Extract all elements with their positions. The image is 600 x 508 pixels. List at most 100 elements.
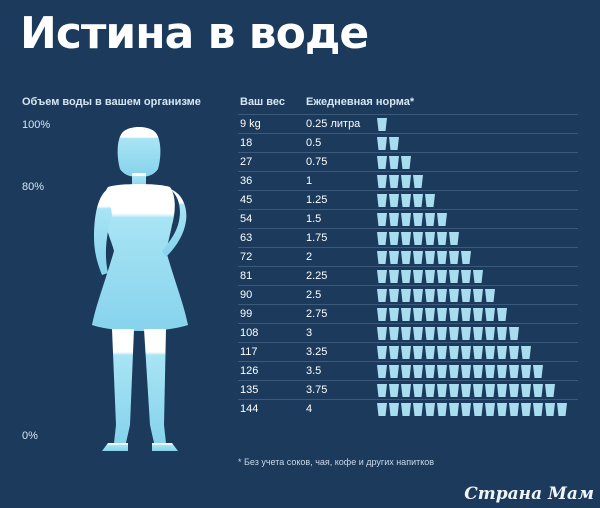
glass-icon	[413, 213, 423, 226]
glass-icon	[425, 365, 435, 378]
glass-icon	[461, 327, 471, 340]
glass-icon	[401, 270, 411, 283]
glass-icon	[389, 384, 399, 397]
glass-icon	[473, 346, 483, 359]
glass-icon	[389, 327, 399, 340]
glass-icon	[413, 308, 423, 321]
woman-silhouette	[92, 127, 188, 451]
glass-icon	[377, 251, 387, 264]
glass-icon	[413, 270, 423, 283]
glasses-bar	[377, 308, 509, 322]
glass-icon	[449, 251, 459, 264]
glass-icon	[521, 346, 531, 359]
glass-icon	[377, 403, 387, 416]
glass-icon	[521, 365, 531, 378]
glasses-bar	[377, 213, 449, 227]
glass-icon	[461, 308, 471, 321]
weight-cell: 81	[240, 270, 253, 282]
glass-icon	[449, 327, 459, 340]
norm-cell: 2.5	[306, 289, 322, 301]
glass-icon	[425, 403, 435, 416]
glass-icon	[473, 365, 483, 378]
table-row: 144 4	[238, 399, 578, 418]
glasses-bar	[377, 194, 437, 208]
table-row: 99 2.75	[238, 304, 578, 323]
glass-icon	[449, 232, 459, 245]
glass-icon	[389, 194, 399, 207]
glass-icon	[485, 289, 495, 302]
glass-icon	[533, 403, 543, 416]
glass-icon	[461, 289, 471, 302]
glass-icon	[509, 346, 519, 359]
glass-icon	[377, 346, 387, 359]
norm-cell: 2	[306, 251, 313, 263]
glass-icon	[509, 327, 519, 340]
norm-cell: 3	[306, 327, 313, 339]
glass-icon	[413, 346, 423, 359]
table-row: 45 1.25	[238, 190, 578, 209]
glasses-bar	[377, 384, 557, 398]
glass-icon	[425, 308, 435, 321]
glass-icon	[425, 194, 435, 207]
glass-icon	[473, 289, 483, 302]
glass-icon	[413, 175, 423, 188]
weight-cell: 54	[240, 213, 253, 225]
glass-icon	[461, 403, 471, 416]
glasses-bar	[377, 289, 497, 303]
glass-icon	[389, 403, 399, 416]
norm-cell: 2.25	[306, 270, 328, 282]
page-title: Истина в воде	[20, 8, 369, 59]
glasses-bar	[377, 365, 545, 379]
glass-icon	[377, 289, 387, 302]
glass-icon	[413, 194, 423, 207]
glass-icon	[473, 308, 483, 321]
glass-icon	[413, 365, 423, 378]
glasses-bar	[377, 118, 389, 132]
glass-icon	[401, 175, 411, 188]
glass-icon	[509, 384, 519, 397]
glass-icon	[413, 384, 423, 397]
glass-icon	[401, 346, 411, 359]
table-row: 54 1.5	[238, 209, 578, 228]
glass-icon	[557, 403, 567, 416]
glass-icon	[473, 270, 483, 283]
glass-icon	[449, 289, 459, 302]
glass-icon	[533, 365, 543, 378]
table-row: 81 2.25	[238, 266, 578, 285]
glass-icon	[401, 251, 411, 264]
weight-column-header: Ваш вес	[240, 96, 285, 108]
glass-icon	[377, 213, 387, 226]
glasses-bar	[377, 403, 569, 417]
glass-icon	[509, 365, 519, 378]
percent-label-80: 80%	[22, 181, 45, 193]
glass-icon	[425, 270, 435, 283]
glass-icon	[497, 308, 507, 321]
glass-icon	[497, 403, 507, 416]
table-row: 9 kg 0.25 литра	[238, 114, 578, 133]
glass-icon	[485, 308, 495, 321]
glass-icon	[485, 365, 495, 378]
glass-icon	[437, 270, 447, 283]
glass-icon	[389, 308, 399, 321]
table-row: 126 3.5	[238, 361, 578, 380]
norm-cell: 3.5	[306, 365, 322, 377]
glass-icon	[425, 251, 435, 264]
glass-icon	[377, 365, 387, 378]
norm-cell: 2.75	[306, 308, 328, 320]
glass-icon	[437, 251, 447, 264]
glass-icon	[389, 365, 399, 378]
norm-column-header: Ежедневная норма*	[306, 96, 415, 108]
glass-icon	[389, 289, 399, 302]
glass-icon	[401, 308, 411, 321]
table-row: 63 1.75	[238, 228, 578, 247]
glass-icon	[401, 289, 411, 302]
footnote: * Без учета соков, чая, кофе и других на…	[238, 457, 435, 467]
glass-icon	[473, 327, 483, 340]
table-row: 108 3	[238, 323, 578, 342]
weight-cell: 63	[240, 232, 253, 244]
glass-icon	[425, 327, 435, 340]
glass-icon	[377, 137, 387, 150]
glasses-bar	[377, 137, 401, 151]
glass-icon	[401, 194, 411, 207]
norm-cell: 1	[306, 175, 313, 187]
